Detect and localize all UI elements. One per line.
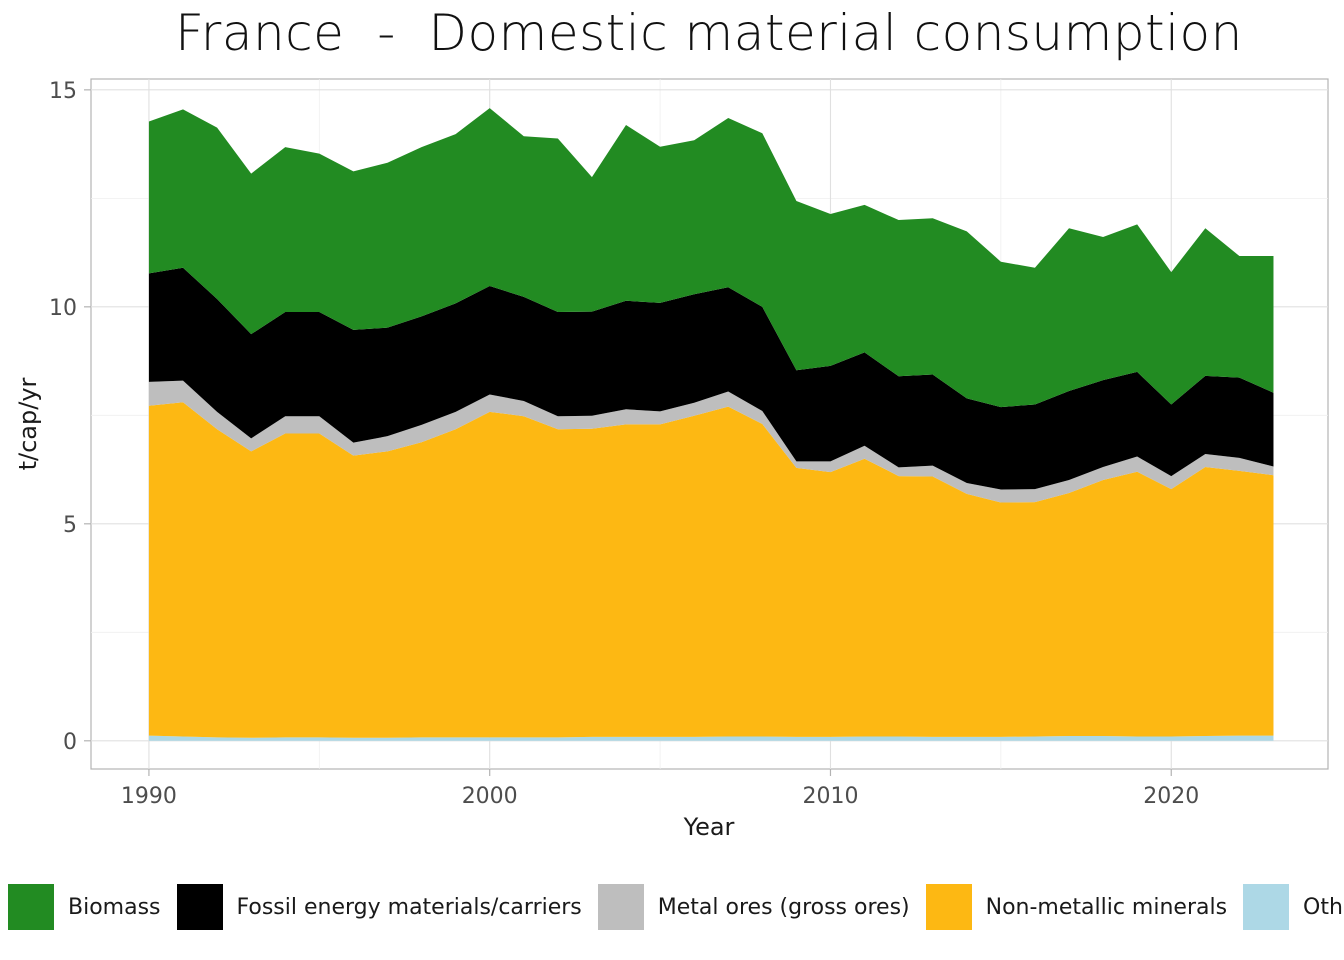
legend-swatch — [925, 884, 972, 930]
legend-label: Non-metallic minerals — [985, 894, 1228, 920]
x-axis-ticks: 1990 2000 2010 2020 — [121, 769, 1199, 809]
legend-item: Other products — [1243, 884, 1344, 930]
y-tick-label: 5 — [63, 513, 77, 538]
area-fossil-energy-materials-carriers — [148, 267, 1274, 490]
legend-label: Biomass — [68, 894, 161, 920]
y-tick-label: 15 — [49, 79, 77, 104]
x-tick-label: 2020 — [1143, 784, 1199, 809]
legend-label: Fossil energy materials/carriers — [236, 894, 582, 920]
legend-item: Non-metallic minerals — [925, 884, 1228, 930]
x-tick-label: 2000 — [462, 784, 518, 809]
chart-legend: Biomass Fossil energy materials/carriers M… — [8, 884, 1344, 930]
legend-item: Biomass — [8, 884, 161, 930]
legend-label: Other products — [1303, 894, 1344, 920]
x-axis-label: Year — [683, 813, 735, 841]
legend-item: Fossil energy materials/carriers — [176, 884, 582, 930]
chart-title: France - Domestic material consumption — [175, 4, 1243, 62]
legend-label: Metal ores (gross ores) — [657, 894, 910, 920]
y-axis-ticks: 0 5 10 15 — [49, 79, 91, 755]
y-axis-label: t/cap/yr — [14, 377, 42, 470]
area-non-metallic-minerals — [148, 402, 1274, 738]
legend-item: Metal ores (gross ores) — [597, 884, 910, 930]
area-biomass — [148, 108, 1274, 408]
x-tick-label: 1990 — [121, 784, 177, 809]
x-tick-label: 2010 — [802, 784, 858, 809]
legend-swatch — [1243, 884, 1290, 930]
y-tick-label: 0 — [63, 730, 77, 755]
legend-swatch — [176, 884, 223, 930]
legend-swatch — [8, 884, 54, 930]
legend-swatch — [597, 884, 644, 930]
area-metal-ores-gross-ores — [148, 380, 1274, 503]
stacked-areas — [148, 108, 1274, 741]
chart-canvas: 0 5 10 15 1990 2000 2010 2020 Year t/cap/yr — [14, 78, 1329, 841]
area-other-products — [148, 735, 1274, 741]
y-tick-label: 10 — [49, 296, 77, 321]
